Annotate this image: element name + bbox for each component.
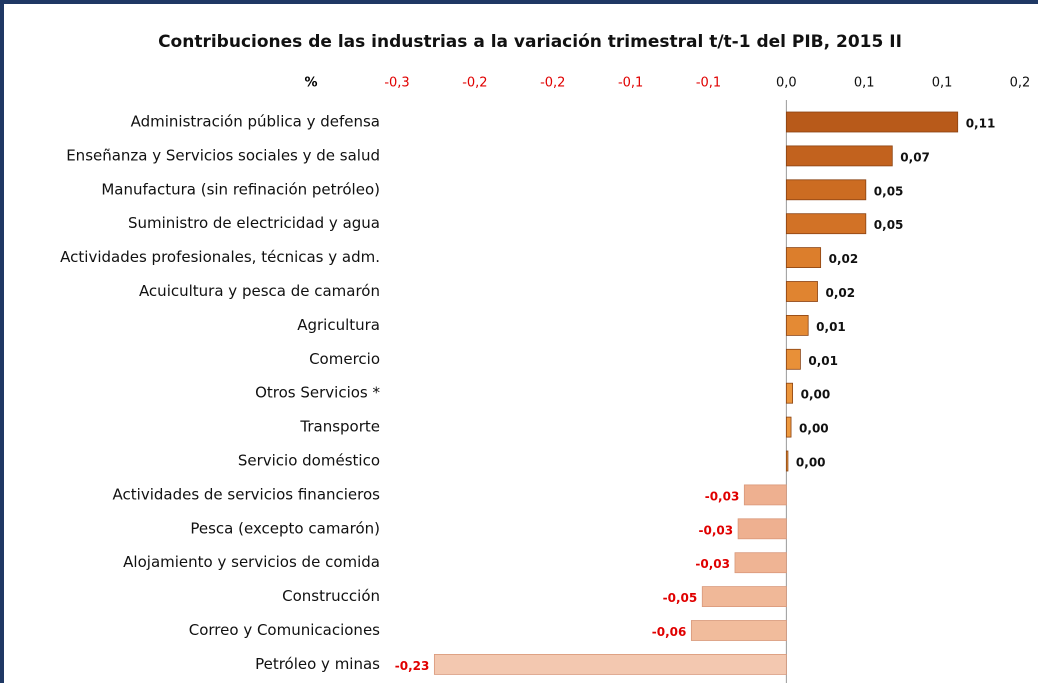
value-label: 0,02	[826, 286, 856, 300]
bar	[433, 654, 787, 675]
value-label: -0,05	[663, 591, 698, 605]
value-label: 0,01	[808, 354, 838, 368]
category-label: Actividades de servicios financieros	[113, 485, 381, 503]
frame-left	[0, 0, 4, 683]
bar	[785, 450, 789, 472]
value-label: 0,11	[966, 117, 996, 131]
x-tick-label: -0,1	[618, 76, 643, 91]
chart-title: Contribuciones de las industrias a la va…	[158, 32, 902, 52]
bar	[785, 416, 792, 438]
category-label: Actividades profesionales, técnicas y ad…	[60, 248, 380, 266]
value-label: -0,03	[695, 557, 730, 571]
x-tick-label: -0,3	[384, 76, 409, 91]
category-label: Transporte	[299, 418, 380, 436]
bar	[785, 213, 867, 235]
bar	[701, 586, 787, 607]
x-tick-label: 0,2	[1010, 76, 1031, 91]
value-label: 0,00	[796, 456, 826, 470]
x-tick-label: 0,1	[932, 76, 953, 91]
category-label: Suministro de electricidad y agua	[128, 214, 380, 232]
value-label: 0,00	[799, 422, 829, 436]
value-label: -0,06	[652, 625, 687, 639]
category-label: Construcción	[282, 587, 380, 605]
bar	[737, 518, 787, 540]
bar	[785, 382, 794, 404]
category-label: Petróleo y minas	[255, 655, 380, 673]
x-tick-label: -0,1	[696, 76, 721, 91]
bar	[690, 620, 787, 641]
x-tick-label: -0,2	[462, 76, 487, 91]
category-label: Comercio	[309, 350, 380, 368]
bar	[743, 484, 787, 506]
x-tick-label: -0,2	[540, 76, 565, 91]
value-label: 0,05	[874, 218, 904, 232]
value-label: 0,01	[816, 320, 846, 334]
category-label: Enseñanza y Servicios sociales y de salu…	[66, 146, 380, 164]
bar	[785, 314, 809, 336]
value-label: 0,00	[801, 388, 831, 402]
bar	[785, 281, 818, 302]
category-label: Pesca (excepto camarón)	[190, 519, 380, 537]
category-label: Administración pública y defensa	[131, 113, 380, 131]
value-label: 0,05	[874, 184, 904, 198]
bar	[734, 552, 787, 574]
bar	[785, 111, 959, 133]
category-label: Acuicultura y pesca de camarón	[139, 282, 380, 300]
value-label: -0,03	[698, 523, 733, 537]
category-label: Servicio doméstico	[238, 452, 380, 470]
axis-unit: %	[304, 76, 317, 91]
value-label: -0,23	[395, 659, 430, 673]
x-tick-label: 0,1	[854, 76, 875, 91]
bar	[785, 348, 801, 370]
value-label: -0,03	[705, 489, 740, 503]
category-label: Otros Servicios *	[255, 384, 380, 402]
category-label: Correo y Comunicaciones	[189, 621, 380, 639]
category-label: Manufactura (sin refinación petróleo)	[101, 180, 380, 198]
value-label: 0,02	[829, 252, 859, 266]
category-label: Agricultura	[297, 316, 380, 334]
x-tick-label: 0,0	[776, 76, 797, 91]
frame-top	[0, 0, 1038, 4]
bar	[785, 247, 822, 269]
bar	[785, 179, 867, 201]
category-label: Alojamiento y servicios de comida	[123, 553, 380, 571]
value-label: 0,07	[900, 150, 930, 164]
bar	[785, 145, 893, 167]
